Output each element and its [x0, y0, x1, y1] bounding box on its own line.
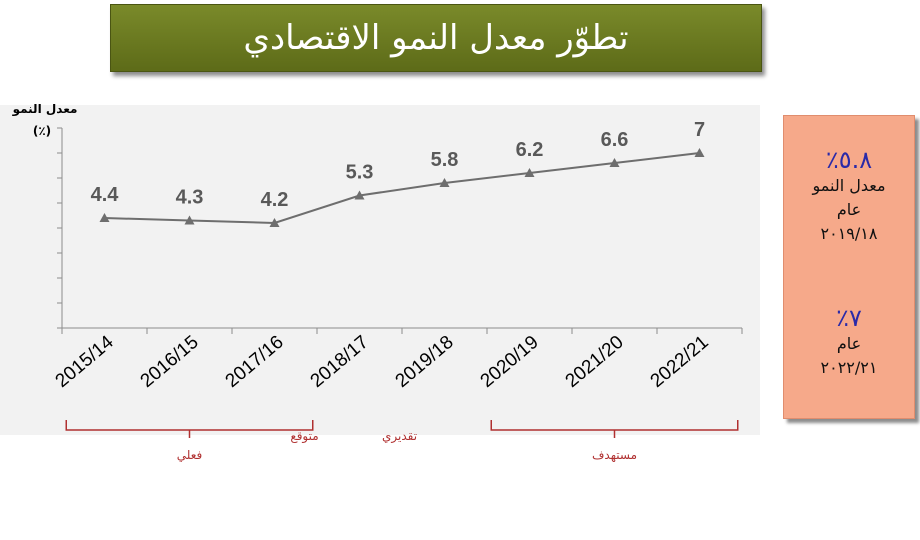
highlight-year-label-2022: عام [836, 334, 862, 353]
highlight-item-2019: ٥.٨٪ معدل النمو عام ٢٠١٩/١٨ [784, 146, 914, 246]
x-tick-label: 2017/16 [222, 332, 288, 392]
page-title: تطوّر معدل النمو الاقتصادي [243, 18, 629, 58]
group-5-7-label: مستهدف [592, 448, 637, 462]
x-tick-label: 2022/21 [647, 332, 713, 392]
group-0-2-label: فعلي [177, 448, 203, 462]
data-label: 6.6 [601, 129, 629, 151]
x-tick-label: 2019/18 [392, 332, 458, 392]
group-4-4-label: تقديري [382, 429, 417, 444]
growth-chart: معدل النمو (٪) 4.4 4.3 4.2 5.3 5.8 6.2 6.6 7 2015/… [0, 85, 760, 462]
y-axis-title: معدل النمو [12, 102, 78, 117]
x-tick-label: 2020/19 [477, 332, 543, 392]
data-label: 4.3 [176, 187, 204, 209]
growth-line-chart: معدل النمو (٪) 4.4 4.3 4.2 5.3 5.8 6.2 6.6 7 2015/… [12, 102, 743, 462]
data-label: 5.3 [346, 162, 374, 184]
group-3-3-label: متوقع [290, 429, 318, 444]
data-point-marker [99, 213, 110, 222]
data-label: 7 [694, 119, 705, 141]
data-point-marker [269, 218, 280, 227]
x-tick-label: 2015/14 [52, 331, 118, 392]
highlight-year-2019: ٢٠١٩/١٨ [820, 224, 878, 243]
group-5-7-bracket [490, 420, 739, 438]
data-point-marker [184, 215, 195, 225]
data-point-marker [524, 168, 535, 177]
group-0-2-bracket [65, 420, 314, 438]
data-point-marker [354, 190, 365, 200]
data-label: 6.2 [516, 139, 544, 161]
title-banner: تطوّر معدل النمو الاقتصادي [110, 4, 762, 72]
highlight-box: ٥.٨٪ معدل النمو عام ٢٠١٩/١٨ ٧٪ عام ٢٠٢٢/… [783, 115, 915, 419]
x-tick-label: 2018/17 [307, 332, 373, 392]
data-label: 5.8 [431, 149, 459, 171]
highlight-year-label-2019: عام [836, 200, 862, 219]
highlight-label-2019: معدل النمو [812, 176, 886, 195]
highlight-pct-2022: ٧٪ [836, 304, 862, 332]
data-point-marker [439, 178, 450, 187]
data-point-marker [609, 158, 620, 167]
y-axis-unit: (٪) [33, 124, 51, 138]
data-point-marker [694, 148, 705, 157]
highlight-pct-2019: ٥.٨٪ [825, 146, 873, 174]
x-tick-label: 2021/20 [562, 332, 628, 392]
data-label: 4.2 [261, 189, 289, 211]
highlight-year-2022: ٢٠٢٢/٢١ [820, 358, 878, 377]
x-tick-label: 2016/15 [137, 332, 203, 392]
series-line [104, 152, 700, 225]
highlight-item-2022: ٧٪ عام ٢٠٢٢/٢١ [784, 304, 914, 380]
data-label: 4.4 [91, 184, 120, 206]
